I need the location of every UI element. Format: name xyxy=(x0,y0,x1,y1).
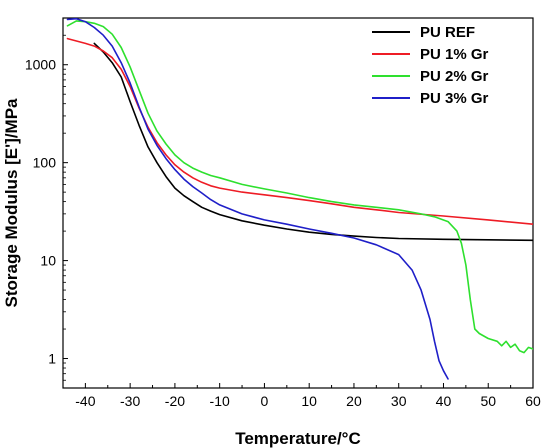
legend: PU REF PU 1% Gr PU 2% Gr PU 3% Gr xyxy=(372,24,489,107)
x-axis-title: Temperature/°C xyxy=(235,429,361,448)
y-tick-label: 1000 xyxy=(25,57,56,73)
x-tick-label: -40 xyxy=(75,393,95,409)
series-line-2 xyxy=(66,37,533,225)
x-tick-label: 10 xyxy=(301,393,317,409)
x-tick-label: -30 xyxy=(120,393,140,409)
y-tick-label: 1 xyxy=(48,351,56,367)
y-tick-label: 10 xyxy=(40,253,56,269)
series-line-1 xyxy=(93,42,533,242)
series-line-4 xyxy=(66,18,449,380)
x-tick-label: -20 xyxy=(165,393,185,409)
x-tick-label: 40 xyxy=(436,393,452,409)
x-tick-label: 0 xyxy=(261,393,269,409)
plot-frame xyxy=(62,17,534,389)
legend-label: PU 1% Gr xyxy=(420,46,489,63)
x-tick-label: 50 xyxy=(480,393,496,409)
y-axis-title: Storage Modulus [E']/MPa xyxy=(2,98,21,308)
x-tick-label: -10 xyxy=(210,393,230,409)
series-line-3 xyxy=(66,20,533,354)
x-tick-label: 60 xyxy=(525,393,541,409)
x-tick-label: 20 xyxy=(346,393,362,409)
y-tick-label: 100 xyxy=(33,155,57,171)
legend-label: PU 3% Gr xyxy=(420,90,489,107)
x-tick-label: 30 xyxy=(391,393,407,409)
legend-label: PU REF xyxy=(420,24,475,41)
legend-label: PU 2% Gr xyxy=(420,68,489,85)
